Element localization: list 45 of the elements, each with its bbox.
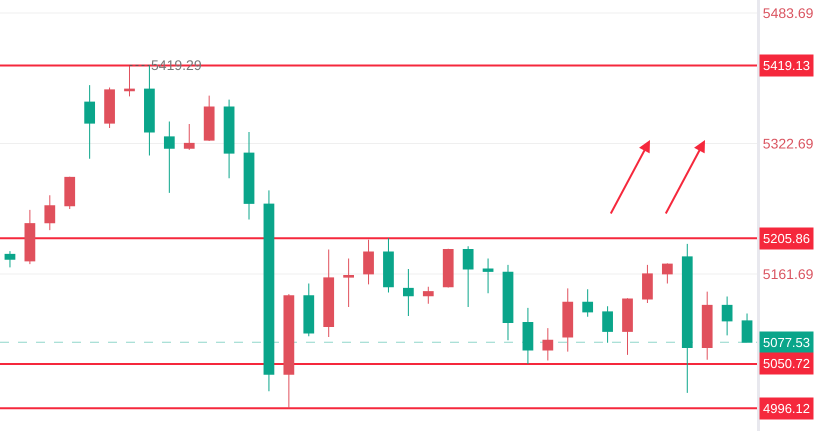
candlestick xyxy=(283,294,294,409)
candlestick xyxy=(462,246,474,308)
candlestick xyxy=(204,95,215,142)
candlestick xyxy=(303,283,314,337)
candlestick xyxy=(542,328,554,362)
candlestick xyxy=(662,262,673,284)
candlestick xyxy=(482,258,494,294)
candlestick xyxy=(323,249,334,338)
candlestick xyxy=(264,190,274,392)
candlestick xyxy=(24,209,36,265)
candlestick xyxy=(64,176,76,210)
candlestick xyxy=(582,288,594,318)
candlestick xyxy=(502,264,514,341)
candlestick xyxy=(244,132,254,220)
candlestick xyxy=(522,307,534,364)
candlestick xyxy=(702,291,713,360)
candlestick xyxy=(422,286,434,304)
candlestick xyxy=(722,296,732,336)
candlestick xyxy=(742,313,752,344)
candlestick xyxy=(602,306,613,344)
candlestick xyxy=(343,258,354,308)
ref-line-label: 5077.53 xyxy=(763,335,810,350)
candlestick xyxy=(124,66,135,97)
candlestick xyxy=(224,99,234,179)
candlestick xyxy=(4,250,16,268)
candlestick xyxy=(642,264,653,304)
candlestick xyxy=(184,123,195,150)
candlestick xyxy=(164,121,175,194)
y-tick-label: 5161.69 xyxy=(762,266,814,282)
candlestick xyxy=(383,238,394,293)
ref-line-label: 5419.13 xyxy=(763,58,810,73)
candlestick xyxy=(682,243,693,394)
ref-line-label: 5205.86 xyxy=(763,231,810,246)
candlestick xyxy=(84,84,96,160)
ref-line-label: 4996.12 xyxy=(763,401,810,416)
candlestick xyxy=(104,87,115,128)
y-tick-label: 5322.69 xyxy=(762,136,814,152)
candlestick xyxy=(562,288,574,352)
y-tick-label: 5483.69 xyxy=(762,5,814,22)
candlestick xyxy=(622,298,633,356)
candlestick xyxy=(442,248,454,288)
ref-line-label: 5050.72 xyxy=(763,356,810,371)
candlestick xyxy=(44,194,56,231)
candlestick xyxy=(363,239,374,285)
candlestick xyxy=(403,268,414,316)
